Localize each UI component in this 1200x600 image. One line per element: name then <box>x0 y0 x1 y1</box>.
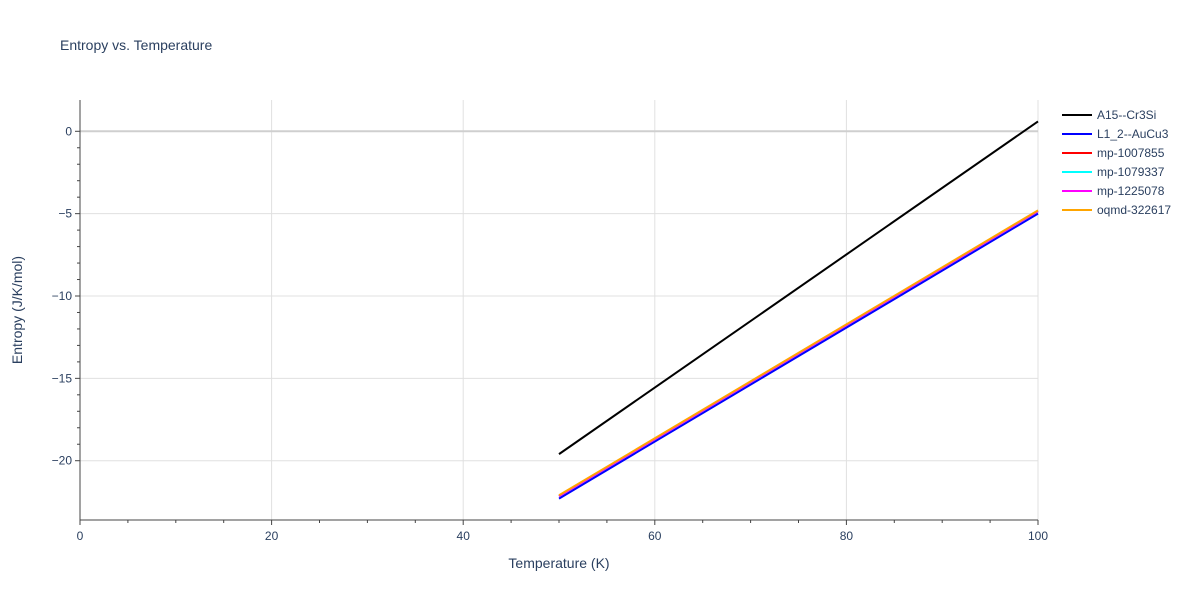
y-tick-label: −20 <box>52 454 73 468</box>
legend-item[interactable]: mp-1007855 <box>1062 146 1165 160</box>
x-tick-label: 20 <box>265 529 279 543</box>
y-tick-label: −10 <box>52 289 73 303</box>
axes <box>75 100 1039 525</box>
y-tick-label: −5 <box>58 207 72 221</box>
legend-item[interactable]: A15--Cr3Si <box>1062 108 1156 122</box>
legend-label: A15--Cr3Si <box>1097 108 1156 122</box>
series-layer <box>558 120 1039 500</box>
series-line-a15-cr3si <box>558 120 1039 455</box>
x-axis-title: Temperature (K) <box>508 555 609 571</box>
legend-item[interactable]: mp-1079337 <box>1062 165 1165 179</box>
x-tick-label: 60 <box>648 529 662 543</box>
series-line-l1-2-aucu3 <box>558 212 1039 500</box>
legend-label: mp-1079337 <box>1097 165 1165 179</box>
legend-item[interactable]: mp-1225078 <box>1062 184 1165 198</box>
grid-lines <box>80 100 1039 520</box>
legend-label: mp-1007855 <box>1097 146 1165 160</box>
chart-title: Entropy vs. Temperature <box>60 37 212 53</box>
x-tick-label: 40 <box>457 529 471 543</box>
legend-item[interactable]: oqmd-322617 <box>1062 203 1171 217</box>
y-tick-label: 0 <box>65 124 72 138</box>
y-axis-title: Entropy (J/K/mol) <box>9 256 25 364</box>
x-tick-label: 80 <box>840 529 854 543</box>
y-tick-label: −15 <box>52 371 73 385</box>
x-tick-label: 0 <box>77 529 84 543</box>
series-line-oqmd-322617 <box>558 209 1039 497</box>
legend-label: oqmd-322617 <box>1097 203 1171 217</box>
legend-item[interactable]: L1_2--AuCu3 <box>1062 127 1169 141</box>
legend-label: L1_2--AuCu3 <box>1097 127 1169 141</box>
x-axis-ticks: 0 20 40 60 80 100 <box>77 529 1049 543</box>
legend-label: mp-1225078 <box>1097 184 1165 198</box>
x-tick-label: 100 <box>1028 529 1048 543</box>
legend[interactable]: A15--Cr3Si L1_2--AuCu3 mp-1007855 mp-107933… <box>1062 108 1171 217</box>
y-axis-ticks: 0 −5 −10 −15 −20 <box>52 124 73 467</box>
